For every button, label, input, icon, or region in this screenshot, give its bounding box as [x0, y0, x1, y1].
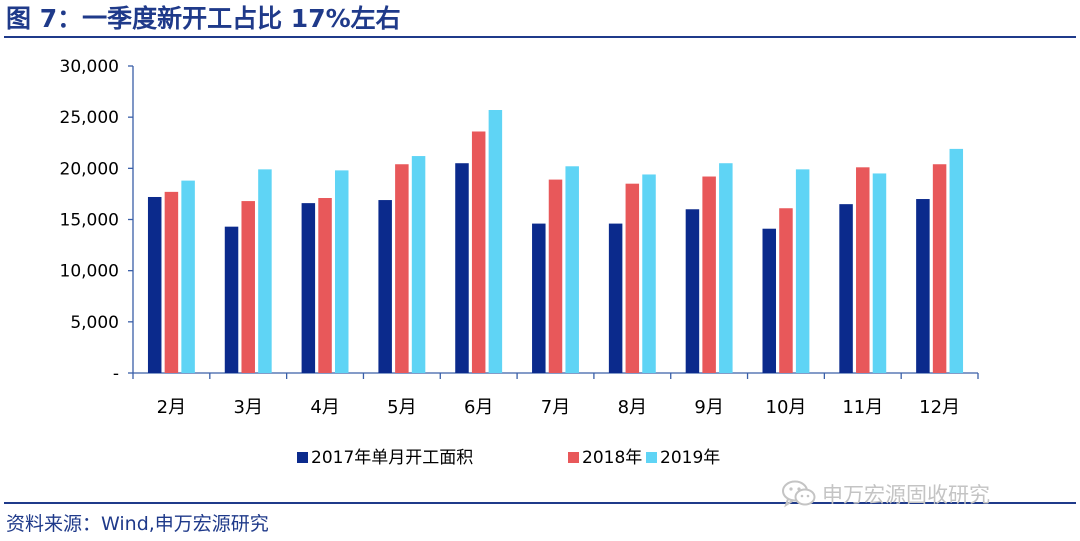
x-axis: 2月 3月 4月 5月 6月 7月 8月 9月 10月 11月 12月 — [132, 372, 979, 418]
bar-series-2 — [702, 176, 716, 373]
wechat-icon — [782, 480, 816, 508]
x-tick-label: 2月 — [157, 397, 186, 418]
bar-series-1 — [455, 163, 469, 373]
x-tick-label: 7月 — [541, 397, 570, 418]
legend-label-3: 2019年 — [660, 448, 720, 468]
x-tick-label: 4月 — [310, 397, 339, 418]
bar-series-1 — [839, 204, 853, 373]
title-divider — [4, 36, 1076, 38]
bar-series-1 — [685, 209, 700, 373]
bar-series-2 — [241, 201, 255, 373]
bar-series-2 — [164, 191, 179, 373]
legend-swatch-1 — [297, 452, 308, 463]
bar-series-3 — [488, 110, 503, 374]
footer-divider — [4, 502, 1076, 504]
y-tick-label: 25,000 — [60, 108, 119, 128]
bar-series-2 — [779, 208, 793, 373]
bar-series-3 — [181, 180, 195, 373]
y-tick-label: 20,000 — [60, 159, 119, 179]
legend: 2017年单月开工面积 2018年 2019年 — [297, 448, 720, 468]
x-tick-label: 10月 — [766, 397, 807, 418]
y-tick-label: 30,000 — [60, 57, 119, 77]
bar-series-1 — [532, 223, 546, 373]
bar-series-1 — [608, 223, 623, 373]
bar-series-3 — [258, 169, 272, 373]
bar-series-3 — [565, 166, 579, 373]
bar-series-1 — [147, 196, 162, 373]
y-axis: - 5,000 10,000 15,000 20,000 25,000 30,000 — [60, 57, 134, 384]
legend-label-2: 2018年 — [582, 448, 642, 468]
x-tick-label: 8月 — [618, 397, 647, 418]
y-tick-label: 10,000 — [60, 262, 119, 282]
bar-series-3 — [642, 174, 656, 373]
bar-series-2 — [548, 179, 563, 373]
figure-title: 图 7：一季度新开工占比 17%左右 — [6, 4, 401, 33]
bar-series-3 — [334, 170, 349, 373]
bar-series-1 — [224, 226, 239, 373]
bar-series-1 — [301, 203, 316, 373]
x-tick-label: 6月 — [464, 397, 493, 418]
y-tick-label: - — [113, 364, 119, 384]
watermark-text: 申万宏源固收研究 — [822, 483, 990, 507]
bars — [147, 110, 964, 374]
bar-series-1 — [762, 228, 777, 373]
bar-series-3 — [719, 163, 733, 373]
bar-series-2 — [318, 198, 332, 373]
bar-series-2 — [856, 167, 870, 373]
x-tick-label: 11月 — [842, 397, 883, 418]
legend-label-1: 2017年单月开工面积 — [311, 448, 473, 468]
bar-series-1 — [916, 199, 930, 373]
bar-series-2 — [932, 164, 947, 373]
legend-swatch-3 — [646, 452, 657, 463]
x-tick-label: 9月 — [694, 397, 723, 418]
x-tick-label: 3月 — [234, 397, 263, 418]
x-tick-label: 5月 — [387, 397, 416, 418]
legend-swatch-2 — [568, 452, 579, 463]
bar-series-2 — [625, 183, 640, 373]
bar-series-2 — [395, 164, 409, 373]
y-tick-label: 15,000 — [60, 211, 119, 231]
source-note: 资料来源：Wind,申万宏源研究 — [6, 513, 269, 535]
bar-series-2 — [471, 131, 486, 373]
bar-series-3 — [411, 156, 426, 373]
y-tick-label: 5,000 — [70, 313, 119, 333]
bar-series-1 — [378, 200, 392, 373]
bar-chart: - 5,000 10,000 15,000 20,000 25,000 30,000 2月 3… — [60, 57, 979, 468]
bar-series-3 — [795, 169, 810, 373]
bar-series-3 — [949, 148, 964, 373]
watermark: 申万宏源固收研究 — [782, 477, 990, 511]
bar-series-3 — [872, 173, 887, 373]
x-tick-label: 12月 — [919, 397, 960, 418]
